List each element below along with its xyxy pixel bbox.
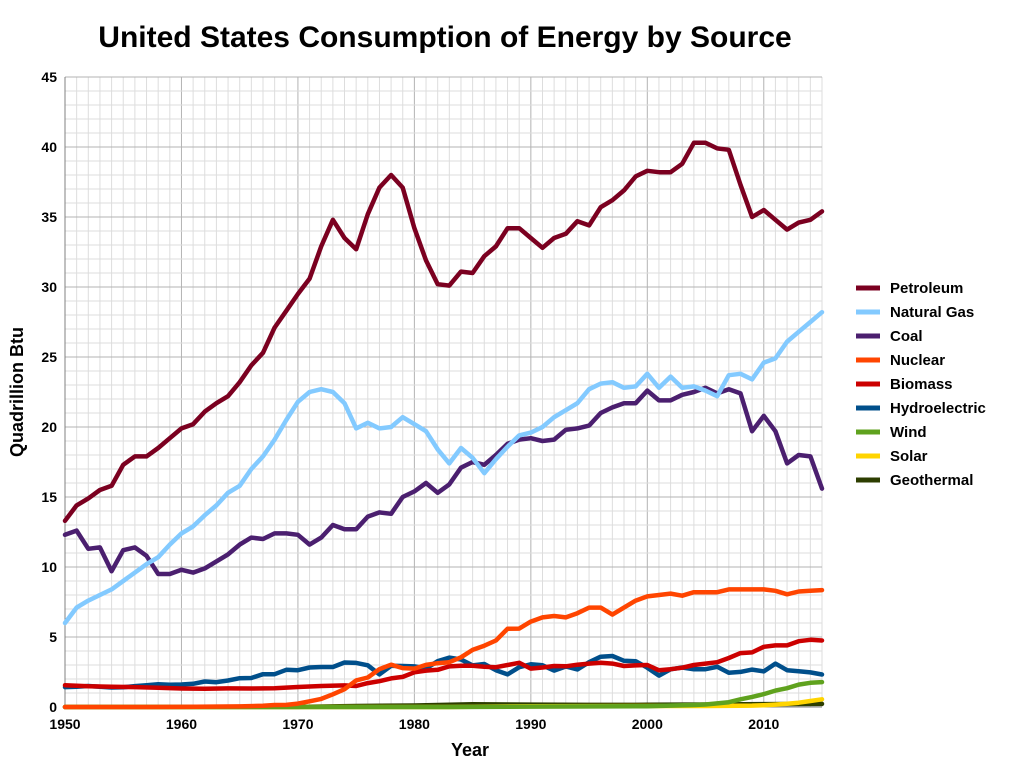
series-line-petroleum [62,140,825,524]
legend: Petroleum Natural Gas Coal Nuclear Biomass Hy… [856,280,986,489]
x-axis-label: Year [451,740,489,760]
series-line-coal [62,385,825,577]
legend-label-biomass: Biomass [890,376,953,393]
x-tick-label: 1950 [49,716,80,732]
legend-label-nuclear: Nuclear [890,352,945,369]
legend-label-natural-gas: Natural Gas [890,304,974,321]
x-tick-labels: 1950 1960 1970 1980 1990 2000 2010 [49,716,779,732]
y-tick-label: 5 [49,629,57,645]
y-tick-label: 15 [41,489,57,505]
x-tick-label: 1980 [399,716,430,732]
grid [64,76,823,708]
chart-title: United States Consumption of Energy by S… [98,21,791,54]
y-tick-label: 25 [41,349,57,365]
series-line-nuclear [62,587,825,710]
y-tick-label: 10 [41,559,57,575]
x-tick-label: 2010 [748,716,779,732]
series-line-hydroelectric [62,653,825,690]
y-tick-labels: 0 5 10 15 20 25 30 35 40 45 [41,69,57,715]
x-tick-label: 1990 [515,716,546,732]
y-tick-label: 30 [41,279,57,295]
y-tick-label: 35 [41,209,57,225]
series-line-biomass [62,637,825,692]
series-lines [62,140,825,710]
series-line-wind [62,679,825,710]
series-line-natural-gas [62,309,825,626]
y-tick-label: 45 [41,69,57,85]
y-tick-label: 40 [41,139,57,155]
y-axis-label: Quadrillion Btu [7,327,27,457]
y-tick-label: 0 [49,699,57,715]
legend-label-hydroelectric: Hydroelectric [890,400,986,417]
x-tick-label: 1970 [282,716,313,732]
legend-label-solar: Solar [890,448,928,465]
legend-label-petroleum: Petroleum [890,280,963,297]
y-tick-label: 20 [41,419,57,435]
x-tick-label: 1960 [166,716,197,732]
legend-label-wind: Wind [890,424,927,441]
legend-label-geothermal: Geothermal [890,472,973,489]
x-tick-label: 2000 [632,716,663,732]
legend-label-coal: Coal [890,328,923,345]
